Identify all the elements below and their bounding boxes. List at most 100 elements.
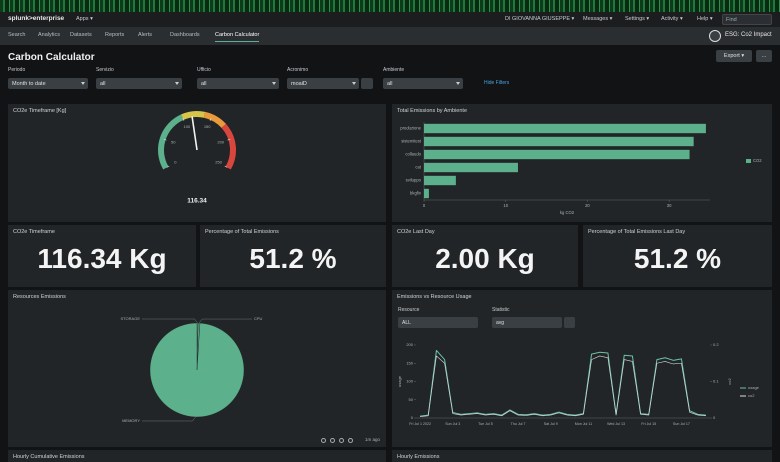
input-dropdown[interactable]: ALL: [398, 317, 478, 328]
dropdown-caret: [175, 82, 179, 85]
panel-footer: 1m ago: [364, 437, 380, 442]
header-banner: [0, 0, 780, 12]
app-nav: Search Analytics Datasets Reports Alerts Dash…: [0, 27, 780, 45]
nav-item[interactable]: Datasets: [70, 32, 92, 38]
x-tick-label: 10: [503, 203, 508, 208]
slice-label: STORAGE: [121, 316, 141, 321]
gauge-needle: [191, 116, 198, 151]
panel-chart: STORAGE CPU MEMORY: [121, 316, 263, 423]
panel-chart: 0 50 100 150 200 250 116.34: [158, 111, 236, 205]
button[interactable]: Export ▾: [716, 50, 752, 62]
top-menu-item[interactable]: Settings ▾: [625, 16, 650, 22]
bar: [424, 136, 694, 147]
x-tick-label: 0: [423, 203, 426, 208]
pie-slice: [149, 322, 245, 418]
panel: Hourly Emissions: [392, 450, 772, 462]
x-axis-label: kg CO2: [560, 210, 575, 215]
search-box[interactable]: Find: [722, 14, 772, 25]
apps-menu[interactable]: Apps ▾: [76, 16, 93, 22]
y-tick-label: sistemitest: [401, 139, 422, 144]
slice-label: CPU: [254, 316, 263, 321]
nav-item[interactable]: Carbon Calculator: [215, 32, 260, 42]
panel: CO2e Timeframe 116.34 Kg: [8, 225, 196, 287]
panel: 0 50 100 150 200 0 0.1 0.2 usage co2 Fri Jul 1 202…: [392, 290, 772, 447]
panel: CO2e Last Day 2.00 Kg: [392, 225, 578, 287]
leader-line: [198, 318, 252, 324]
clear-button[interactable]: [361, 78, 373, 89]
gauge-tick-label: 200: [217, 139, 224, 144]
clear-button[interactable]: [564, 317, 575, 328]
gauge-tick: [182, 117, 185, 121]
dropdown-caret: [272, 82, 276, 85]
footer-icon[interactable]: [330, 438, 335, 443]
panel-title: CO2e Last Day: [397, 229, 435, 235]
y-tick-label: 100: [406, 379, 413, 384]
x-tick-label: Mon Jul 11: [575, 422, 592, 426]
bar: [424, 162, 518, 173]
y-tick-label: bkgfix: [410, 191, 422, 196]
top-menu-item[interactable]: Help ▾: [697, 16, 713, 22]
panel-title: Hourly Cumulative Emissions: [13, 454, 85, 460]
panel: STORAGE CPU MEMORY Resources Emissions 1m ag…: [8, 290, 386, 447]
panel: Percentage of Total Emissions 51.2 %: [200, 225, 386, 287]
filter-dropdown[interactable]: all: [197, 78, 279, 89]
y2-tick-label: 0.1: [713, 379, 719, 384]
filter-label: Acronimo: [287, 67, 309, 73]
gauge-band: [158, 114, 184, 170]
bar: [424, 123, 706, 134]
x-tick-label: Tue Jul 5: [478, 422, 493, 426]
filter-dropdown[interactable]: all: [96, 78, 182, 89]
x-tick-label: Sun Jul 3: [445, 422, 460, 426]
hide-filters-link[interactable]: Hide Filters: [484, 80, 510, 86]
top-menu-item[interactable]: Activity ▾: [661, 16, 683, 22]
logo[interactable]: splunk>enterprise: [8, 15, 65, 22]
filter-dropdown[interactable]: moaiD: [287, 78, 359, 89]
gauge-tick-label: 50: [171, 139, 176, 144]
y-tick-label: 50: [409, 397, 414, 402]
slice-label: MEMORY: [122, 418, 140, 423]
input-label: Resource: [398, 307, 420, 313]
top-menu-item[interactable]: Messages ▾: [583, 16, 613, 22]
bar: [424, 175, 456, 186]
legend-swatch: [746, 159, 751, 163]
top-menu-item[interactable]: DI GIOVANNA GIUSEPPE ▾: [505, 16, 575, 22]
input-dropdown[interactable]: avg: [492, 317, 562, 328]
footer-icon[interactable]: [348, 438, 353, 443]
gauge-tick-label: 100: [183, 124, 190, 129]
panel: Percentage of Total Emissions Last Day 51…: [583, 225, 772, 287]
gauge-tick: [166, 165, 170, 168]
button[interactable]: ...: [756, 50, 772, 62]
bar: [424, 149, 690, 160]
panel-title: Percentage of Total Emissions: [205, 229, 279, 235]
gauge-band: [203, 111, 226, 129]
dropdown-caret: [352, 82, 356, 85]
y2-axis-label: co2: [727, 378, 732, 385]
footer-icon[interactable]: [339, 438, 344, 443]
filter-dropdown[interactable]: Month to date: [8, 78, 88, 89]
nav-item[interactable]: Alerts: [138, 32, 153, 38]
panel-title: CO2e Timeframe [Kg]: [13, 108, 67, 114]
footer-icon[interactable]: [321, 438, 326, 443]
nav-item[interactable]: Dashboards: [170, 32, 200, 38]
x-tick-label: Wed Jul 13: [607, 422, 625, 426]
nav-item[interactable]: Reports: [105, 32, 125, 38]
app-label: ESG: Co2 Impact: [725, 32, 772, 38]
legend-label: usage: [748, 385, 760, 390]
x-tick-label: 30: [667, 203, 672, 208]
nav-item[interactable]: Analytics: [38, 32, 61, 38]
y-tick-label: 200: [406, 342, 413, 347]
filter-dropdown[interactable]: all: [383, 78, 463, 89]
panel: produzione sistemitest collaudo cat sviluppo…: [392, 104, 772, 222]
panel-title: Total Emissions by Ambiente: [397, 108, 468, 114]
x-tick-label: Fri Jul 1 2022: [409, 422, 431, 426]
y-tick-label: sviluppo: [406, 178, 422, 183]
panel-title: Emissions vs Resource Usage: [397, 294, 472, 300]
panel: 0 50 100 150 200 250 116.34 CO2e Timeframe [Kg]: [8, 104, 386, 222]
y-tick-label: produzione: [400, 126, 421, 131]
legend-label: co2: [748, 393, 755, 398]
nav-item[interactable]: Search: [8, 32, 26, 38]
single-value: 2.00 Kg: [435, 243, 535, 274]
y-tick-label: collaudo: [405, 152, 421, 157]
